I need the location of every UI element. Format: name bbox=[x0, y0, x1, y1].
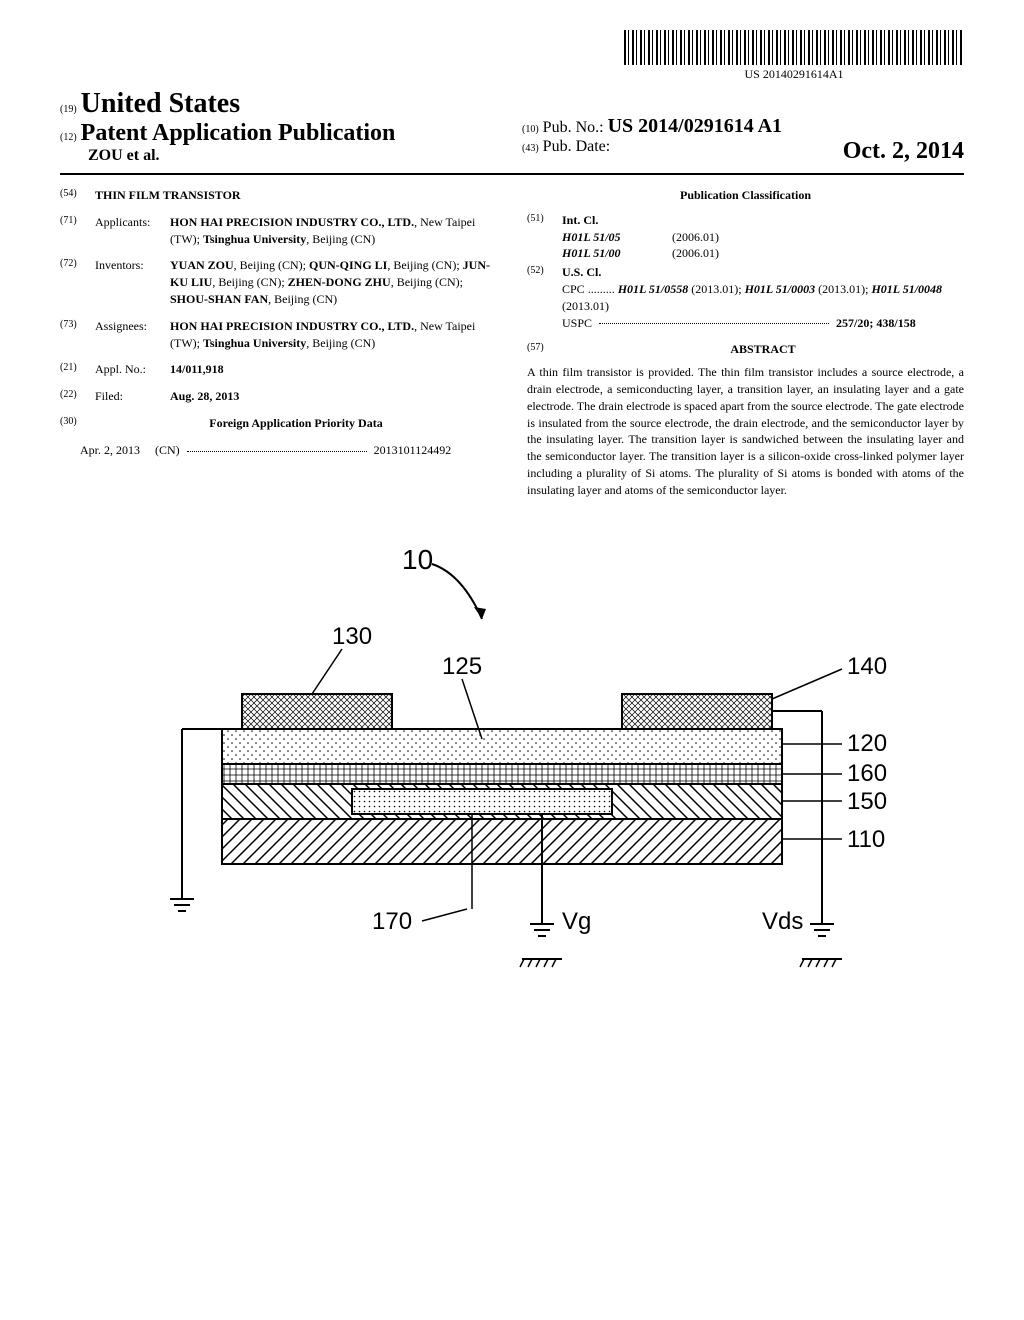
pub-date-line: (43) Pub. Date: Oct. 2, 2014 bbox=[522, 138, 964, 156]
ground-hatch-vds bbox=[800, 959, 842, 967]
assignees-row: (73) Assignees: HON HAI PRECISION INDUST… bbox=[60, 318, 497, 352]
int-cl-1-ver: (2006.01) bbox=[672, 229, 964, 246]
pub-no: US 2014/0291614 A1 bbox=[608, 115, 782, 137]
priority-country: (CN) bbox=[155, 443, 180, 457]
country-inid: (19) bbox=[60, 104, 77, 115]
right-column: Publication Classification (51) Int. Cl.… bbox=[527, 187, 964, 499]
inventors-inid: (72) bbox=[60, 257, 95, 307]
uspc-value: 257/20; 438/158 bbox=[836, 316, 916, 330]
title-row: (54) THIN FILM TRANSISTOR bbox=[60, 187, 497, 204]
inventors-row: (72) Inventors: YUAN ZOU, Beijing (CN); … bbox=[60, 257, 497, 307]
inventors-label: Inventors: bbox=[95, 257, 170, 307]
uspc-label: USPC bbox=[562, 316, 592, 330]
country: United States bbox=[81, 88, 240, 119]
priority-detail: Apr. 2, 2013 (CN) 2013101124492 bbox=[60, 442, 497, 459]
applicants-label: Applicants: bbox=[95, 214, 170, 248]
pub-date-inid: (43) bbox=[522, 143, 539, 154]
priority-inid: (30) bbox=[60, 415, 95, 432]
us-cl-label: U.S. Cl. bbox=[562, 264, 964, 281]
pub-no-inid: (10) bbox=[522, 124, 539, 135]
filed-date: Aug. 28, 2013 bbox=[170, 388, 497, 405]
filed-row: (22) Filed: Aug. 28, 2013 bbox=[60, 388, 497, 405]
title-inid: (54) bbox=[60, 187, 95, 204]
header-left: (19) United States (12) Patent Applicati… bbox=[60, 88, 502, 165]
label-vds: Vds bbox=[762, 908, 803, 935]
int-cl-1: H01L 51/05 (2006.01) bbox=[562, 229, 964, 246]
ref-170: 170 bbox=[372, 908, 412, 935]
ref-110: 110 bbox=[847, 826, 885, 853]
int-cl-inid: (51) bbox=[527, 212, 562, 262]
int-cl-2-ver: (2006.01) bbox=[672, 245, 964, 262]
body-columns: (54) THIN FILM TRANSISTOR (71) Applicant… bbox=[60, 187, 964, 499]
assignees: HON HAI PRECISION INDUSTRY CO., LTD., Ne… bbox=[170, 318, 497, 352]
assignees-inid: (73) bbox=[60, 318, 95, 352]
country-line: (19) United States bbox=[60, 88, 502, 120]
assignees-label: Assignees: bbox=[95, 318, 170, 352]
ref-160: 160 bbox=[847, 760, 887, 787]
appl-no: 14/011,918 bbox=[170, 361, 497, 378]
dotted-leader-2 bbox=[599, 323, 829, 324]
header-right: (10) Pub. No.: US 2014/0291614 A1 (43) P… bbox=[502, 115, 964, 165]
classification-heading: Publication Classification bbox=[527, 187, 964, 204]
barcode-stripes bbox=[624, 30, 964, 65]
barcode-text: US 20140291614A1 bbox=[624, 67, 964, 82]
filed-label: Filed: bbox=[95, 388, 170, 405]
left-column: (54) THIN FILM TRANSISTOR (71) Applicant… bbox=[60, 187, 497, 499]
appl-no-row: (21) Appl. No.: 14/011,918 bbox=[60, 361, 497, 378]
int-cl-2-code: H01L 51/00 bbox=[562, 245, 672, 262]
appl-no-inid: (21) bbox=[60, 361, 95, 378]
figure-1: 10 140 120 160 150 bbox=[60, 529, 964, 1014]
barcode: US 20140291614A1 bbox=[624, 30, 964, 82]
applicants-inid: (71) bbox=[60, 214, 95, 248]
abstract-label: ABSTRACT bbox=[562, 341, 964, 358]
priority-no: 2013101124492 bbox=[374, 443, 452, 457]
ground-hatch-vg bbox=[520, 959, 562, 967]
label-vg: Vg bbox=[562, 908, 591, 935]
ref-150: 150 bbox=[847, 788, 887, 815]
cpc-label: CPC bbox=[562, 282, 585, 296]
pub-type: Patent Application Publication bbox=[81, 120, 396, 146]
pub-date: Oct. 2, 2014 bbox=[843, 138, 964, 165]
int-cl-1-code: H01L 51/05 bbox=[562, 229, 672, 246]
applicants: HON HAI PRECISION INDUSTRY CO., LTD., Ne… bbox=[170, 214, 497, 248]
appl-no-label: Appl. No.: bbox=[95, 361, 170, 378]
pub-no-label: Pub. No.: bbox=[543, 119, 604, 136]
invention-title: THIN FILM TRANSISTOR bbox=[95, 187, 497, 204]
header: (19) United States (12) Patent Applicati… bbox=[60, 88, 964, 175]
int-cl-row: (51) Int. Cl. H01L 51/05 (2006.01) H01L … bbox=[527, 212, 964, 262]
inventors: YUAN ZOU, Beijing (CN); QUN-QING LI, Bei… bbox=[170, 257, 497, 307]
ref-130: 130 bbox=[332, 623, 372, 650]
priority-date: Apr. 2, 2013 bbox=[80, 443, 140, 457]
pub-no-line: (10) Pub. No.: US 2014/0291614 A1 bbox=[522, 115, 964, 138]
applicants-row: (71) Applicants: HON HAI PRECISION INDUS… bbox=[60, 214, 497, 248]
authors: ZOU et al. bbox=[60, 147, 502, 165]
pub-date-label: Pub. Date: bbox=[543, 138, 611, 155]
barcode-region: US 20140291614A1 bbox=[60, 30, 964, 83]
ref-10: 10 bbox=[402, 544, 433, 575]
us-cl-inid: (52) bbox=[527, 264, 562, 331]
int-cl-2: H01L 51/00 (2006.01) bbox=[562, 245, 964, 262]
ref-120: 120 bbox=[847, 730, 887, 757]
pub-type-inid: (12) bbox=[60, 132, 77, 143]
abstract-text: A thin film transistor is provided. The … bbox=[527, 364, 964, 498]
abstract-heading-row: (57) ABSTRACT bbox=[527, 341, 964, 358]
pub-type-line: (12) Patent Application Publication bbox=[60, 120, 502, 147]
uspc-line: USPC 257/20; 438/158 bbox=[562, 315, 964, 332]
dotted-leader bbox=[187, 451, 367, 452]
us-cl-row: (52) U.S. Cl. CPC ......... H01L 51/0558… bbox=[527, 264, 964, 331]
cpc-line: CPC ......... H01L 51/0558 (2013.01); H0… bbox=[562, 281, 964, 315]
abstract-inid: (57) bbox=[527, 341, 562, 358]
filed-inid: (22) bbox=[60, 388, 95, 405]
ref-140: 140 bbox=[847, 653, 887, 680]
priority-heading-row: (30) Foreign Application Priority Data bbox=[60, 415, 497, 432]
figure-svg: 10 140 120 160 150 bbox=[122, 529, 902, 1009]
priority-heading: Foreign Application Priority Data bbox=[95, 415, 497, 432]
ref-125: 125 bbox=[442, 653, 482, 680]
int-cl-label: Int. Cl. bbox=[562, 212, 964, 229]
